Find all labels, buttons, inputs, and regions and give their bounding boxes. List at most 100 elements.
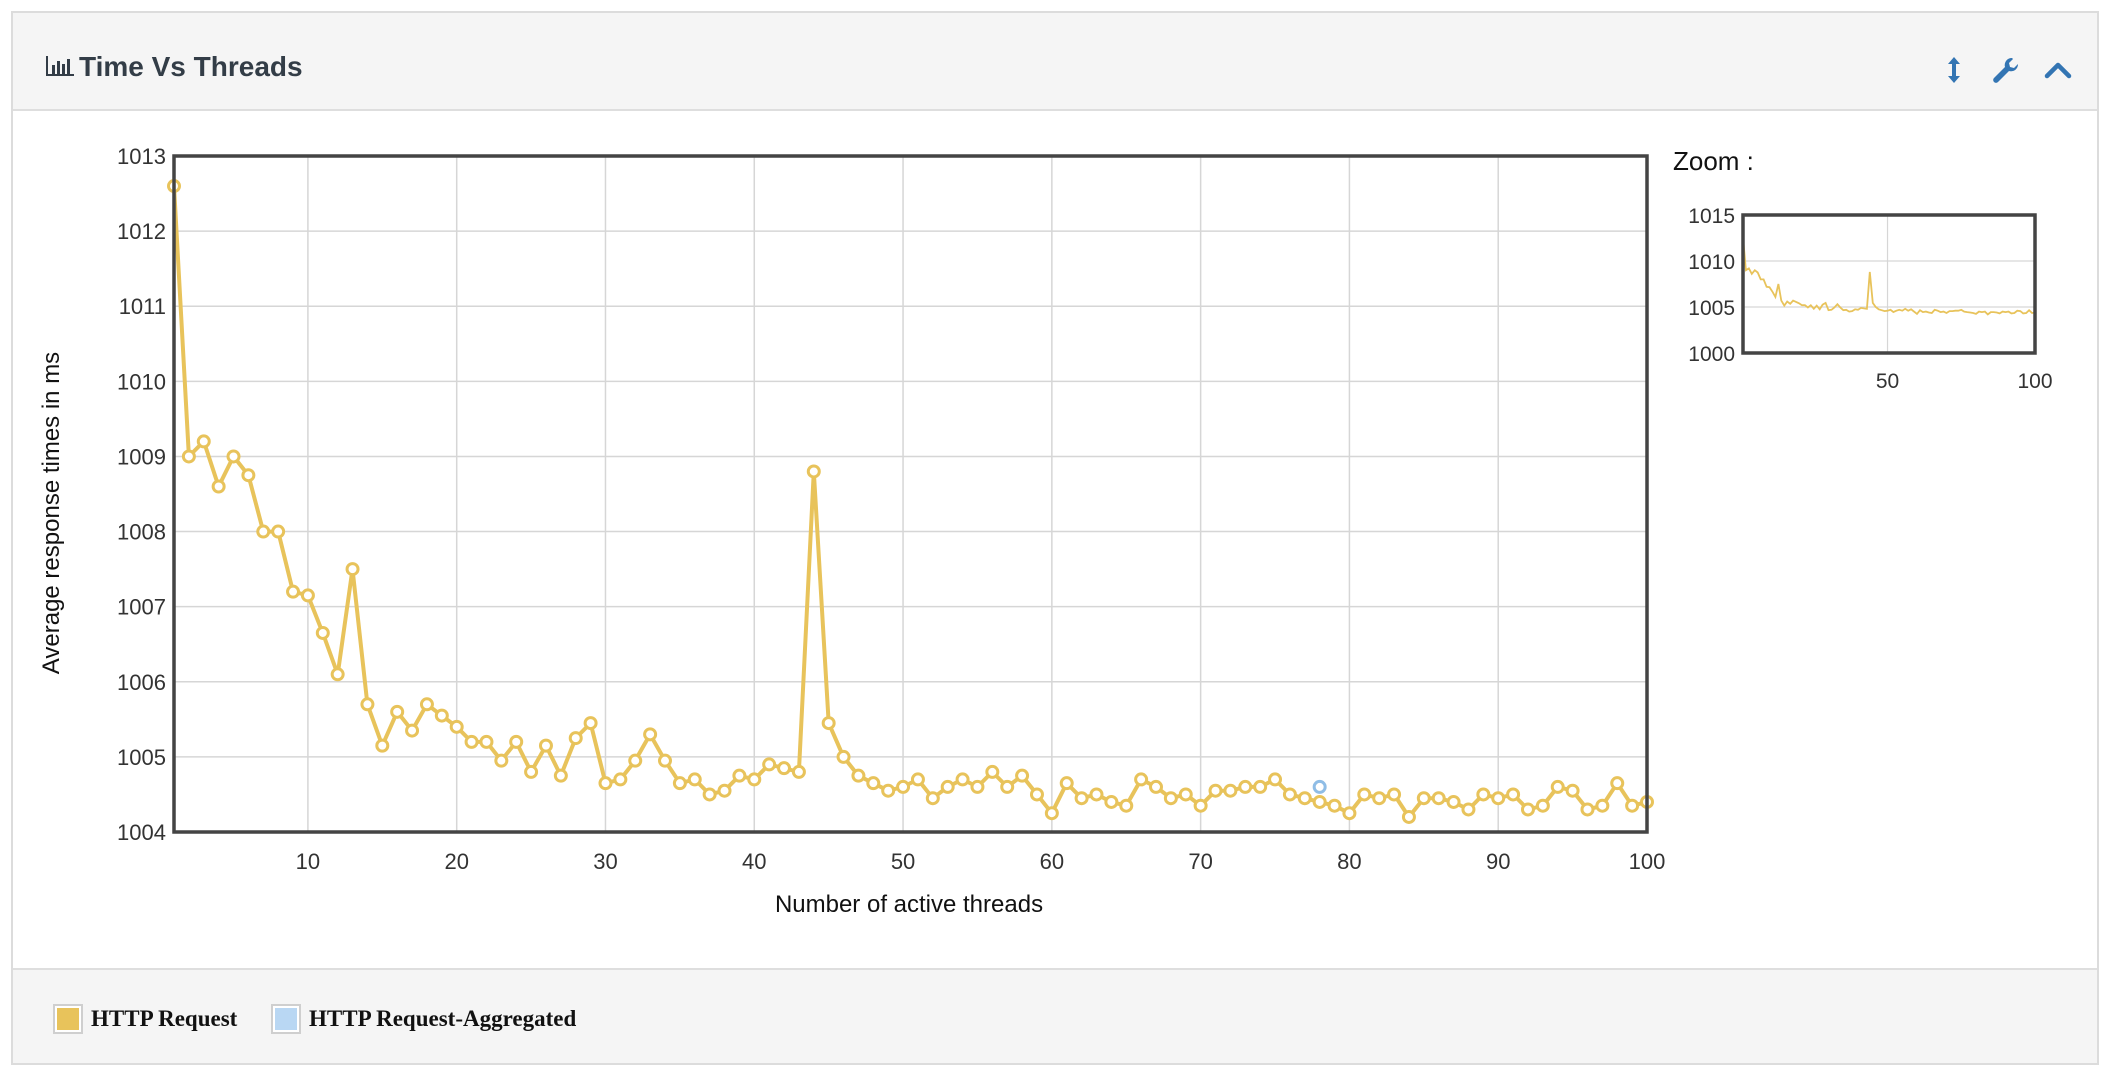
data-point-http-request[interactable]: [1268, 772, 1283, 787]
data-point-http-request[interactable]: [1134, 772, 1149, 787]
data-point-http-request[interactable]: [1000, 779, 1015, 794]
data-point-http-request[interactable]: [791, 764, 806, 779]
data-point-http-request[interactable]: [1550, 779, 1565, 794]
data-point-http-request[interactable]: [1520, 802, 1535, 817]
data-point-http-request[interactable]: [1387, 787, 1402, 802]
data-point-http-request[interactable]: [286, 584, 301, 599]
data-point-http-request[interactable]: [1595, 798, 1610, 813]
legend-item-http-request[interactable]: HTTP Request: [53, 1004, 237, 1034]
data-point-http-request[interactable]: [1327, 798, 1342, 813]
data-point-http-request[interactable]: [643, 727, 658, 742]
data-point-http-request[interactable]: [613, 772, 628, 787]
data-point-http-request[interactable]: [1223, 783, 1238, 798]
data-point-http-request[interactable]: [196, 434, 211, 449]
data-point-http-request[interactable]: [524, 764, 539, 779]
data-point-http-request[interactable]: [1461, 802, 1476, 817]
zoom-overview-chart[interactable]: 1000 1005 1010 1015 50 100: [1688, 205, 2052, 393]
data-point-http-request[interactable]: [434, 708, 449, 723]
data-point-http-request[interactable]: [866, 776, 881, 791]
data-point-http-request[interactable]: [1059, 776, 1074, 791]
data-point-http-request[interactable]: [211, 479, 226, 494]
data-point-http-request[interactable]: [345, 562, 360, 577]
data-point-http-request[interactable]: [360, 697, 375, 712]
data-point-http-request[interactable]: [1446, 794, 1461, 809]
data-point-http-request[interactable]: [1104, 794, 1119, 809]
data-point-http-request[interactable]: [672, 776, 687, 791]
data-point-http-request[interactable]: [702, 787, 717, 802]
data-point-http-request[interactable]: [717, 783, 732, 798]
data-point-http-request[interactable]: [271, 524, 286, 539]
data-point-http-request[interactable]: [449, 719, 464, 734]
data-point-http-request[interactable]: [821, 716, 836, 731]
data-point-http-request[interactable]: [181, 449, 196, 464]
data-point-http-request[interactable]: [375, 738, 390, 753]
data-point-http-request[interactable]: [509, 734, 524, 749]
data-point-http-request[interactable]: [687, 772, 702, 787]
data-point-http-request[interactable]: [1208, 783, 1223, 798]
data-point-http-request[interactable]: [955, 772, 970, 787]
data-point-http-request[interactable]: [777, 761, 792, 776]
data-point-http-request[interactable]: [390, 704, 405, 719]
data-point-http-request[interactable]: [1357, 787, 1372, 802]
data-point-http-request[interactable]: [300, 588, 315, 603]
data-point-http-request[interactable]: [494, 753, 509, 768]
data-point-http-request[interactable]: [806, 464, 821, 479]
data-point-http-request[interactable]: [1074, 791, 1089, 806]
data-point-http-request[interactable]: [330, 667, 345, 682]
data-point-http-request[interactable]: [1253, 779, 1268, 794]
legend-item-http-request-aggregated[interactable]: HTTP Request-Aggregated: [271, 1004, 576, 1034]
data-point-http-request[interactable]: [1178, 787, 1193, 802]
data-point-http-request[interactable]: [1610, 776, 1625, 791]
data-point-http-request[interactable]: [568, 731, 583, 746]
data-point-http-request[interactable]: [464, 734, 479, 749]
data-point-http-request[interactable]: [241, 468, 256, 483]
data-point-http-request[interactable]: [1491, 791, 1506, 806]
data-point-http-request[interactable]: [985, 764, 1000, 779]
data-point-http-request[interactable]: [658, 753, 672, 768]
data-point-http-request[interactable]: [1149, 779, 1163, 794]
data-point-http-request[interactable]: [583, 716, 598, 731]
data-point-http-request[interactable]: [940, 779, 955, 794]
data-point-http-request[interactable]: [896, 779, 911, 794]
data-point-http-request[interactable]: [851, 768, 866, 783]
data-point-http-request[interactable]: [762, 757, 777, 772]
data-point-http-request[interactable]: [1625, 798, 1640, 813]
data-point-http-request[interactable]: [925, 791, 940, 806]
resize-vertical-icon[interactable]: [1937, 53, 1971, 87]
data-point-http-request[interactable]: [405, 723, 420, 738]
data-point-http-request[interactable]: [1119, 798, 1134, 813]
data-point-http-request[interactable]: [1342, 806, 1357, 821]
data-point-http-request[interactable]: [1297, 791, 1312, 806]
data-point-http-request[interactable]: [1416, 791, 1431, 806]
data-point-http-request[interactable]: [479, 734, 494, 749]
data-point-http-request[interactable]: [1163, 791, 1178, 806]
data-point-http-request[interactable]: [553, 768, 568, 783]
data-point-http-request[interactable]: [732, 768, 747, 783]
data-point-http-request[interactable]: [910, 772, 925, 787]
data-point-http-request[interactable]: [1029, 787, 1044, 802]
data-point-http-request[interactable]: [1312, 794, 1327, 809]
data-point-http-request[interactable]: [1476, 787, 1491, 802]
data-point-http-request[interactable]: [1372, 791, 1387, 806]
data-point-http-request[interactable]: [1401, 809, 1416, 824]
data-point-http-request[interactable]: [1580, 802, 1595, 817]
data-point-http-request[interactable]: [419, 697, 434, 712]
data-point-http-request[interactable]: [226, 449, 241, 464]
data-point-http-request[interactable]: [1282, 787, 1297, 802]
data-point-http-request[interactable]: [1565, 783, 1580, 798]
data-point-http-request[interactable]: [256, 524, 271, 539]
data-point-http-request[interactable]: [1193, 798, 1208, 813]
data-point-http-request[interactable]: [1431, 791, 1446, 806]
data-point-http-request[interactable]: [1238, 779, 1253, 794]
data-point-http-request[interactable]: [1535, 798, 1550, 813]
data-point-http-request[interactable]: [747, 772, 762, 787]
data-point-http-request[interactable]: [881, 783, 896, 798]
data-point-http-request[interactable]: [628, 753, 643, 768]
data-point-http-request[interactable]: [1089, 787, 1104, 802]
chevron-up-icon[interactable]: [2041, 53, 2075, 87]
data-point-http-request[interactable]: [315, 625, 330, 640]
data-point-http-request[interactable]: [598, 776, 613, 791]
data-point-http-request-aggregated[interactable]: [1312, 779, 1327, 794]
data-point-http-request[interactable]: [970, 779, 985, 794]
data-point-http-request[interactable]: [1044, 806, 1059, 821]
